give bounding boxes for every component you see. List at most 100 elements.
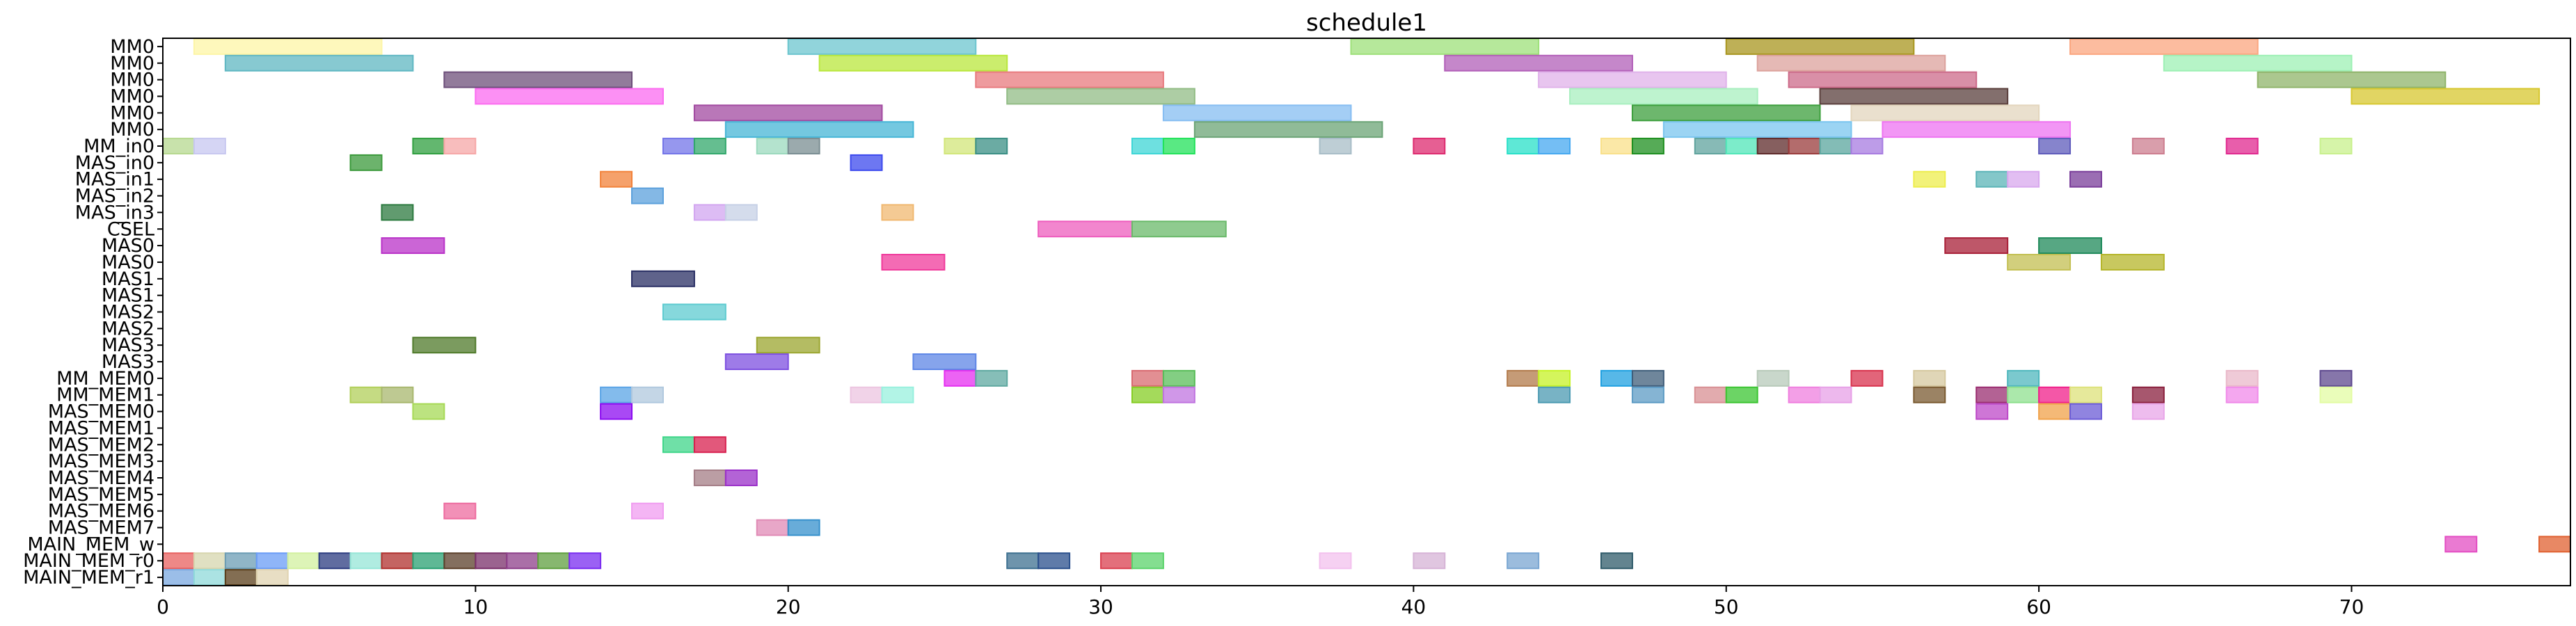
y-tick-label: MAS_in2 bbox=[75, 186, 154, 207]
y-tick-label: MAS_MEM6 bbox=[48, 501, 154, 522]
task-bar bbox=[255, 569, 289, 586]
task-bar bbox=[1600, 138, 1633, 154]
y-tick-label: MAS1 bbox=[102, 268, 154, 290]
x-tick-label: 60 bbox=[2026, 595, 2051, 618]
task-bar bbox=[2038, 403, 2072, 420]
task-bar bbox=[1538, 138, 1571, 154]
chart-title: schedule1 bbox=[1306, 9, 1427, 37]
y-tick-label: MAIN_MEM_w bbox=[27, 533, 154, 555]
y-tick-label: MM0 bbox=[110, 119, 154, 141]
task-bar bbox=[724, 470, 758, 486]
task-bar bbox=[1725, 38, 1915, 55]
task-bar bbox=[2225, 386, 2259, 403]
task-bar bbox=[975, 369, 1008, 387]
y-tick-label: CSEL bbox=[107, 218, 154, 240]
y-tick-label: MAS_in1 bbox=[75, 169, 154, 191]
task-bar bbox=[1819, 88, 2009, 105]
task-bar bbox=[1850, 369, 1884, 387]
task-bar bbox=[443, 138, 477, 154]
task-bar bbox=[2038, 386, 2072, 403]
task-bar bbox=[1319, 552, 1352, 570]
y-tick-label: MAIN_MEM_r1 bbox=[23, 567, 154, 588]
task-bar bbox=[1350, 38, 1540, 55]
task-bar bbox=[2007, 253, 2072, 271]
task-bar bbox=[1819, 386, 1852, 403]
task-bar bbox=[693, 470, 726, 486]
task-bar bbox=[1788, 71, 1978, 88]
y-tick-label: MAS0 bbox=[102, 252, 154, 273]
task-bar bbox=[724, 204, 758, 221]
task-bar bbox=[2007, 170, 2040, 188]
task-bar bbox=[162, 138, 195, 154]
task-bar bbox=[381, 204, 414, 221]
task-bar bbox=[287, 552, 320, 570]
y-tick-label: MAS_in3 bbox=[75, 202, 154, 223]
task-bar bbox=[2351, 88, 2541, 105]
task-bar bbox=[2319, 386, 2353, 403]
task-bar bbox=[412, 403, 445, 420]
y-tick-label: MAS_MEM4 bbox=[48, 467, 154, 489]
task-bar bbox=[2444, 536, 2478, 553]
y-tick-label: MAS_MEM0 bbox=[48, 401, 154, 423]
task-bar bbox=[193, 38, 383, 55]
task-bar bbox=[2007, 369, 2040, 387]
task-bar bbox=[193, 569, 226, 586]
task-bar bbox=[787, 138, 820, 154]
y-axis: MM0MM0MM0MM0MM0MM0MM_in0MAS_in0MAS_in1MA… bbox=[23, 36, 163, 588]
y-tick-label: MAS_MEM7 bbox=[48, 517, 154, 539]
y-tick-label: MAS1 bbox=[102, 285, 154, 307]
task-bar bbox=[443, 502, 477, 520]
task-bar bbox=[1631, 369, 1664, 387]
task-bar bbox=[1975, 386, 2009, 403]
x-tick-label: 30 bbox=[1088, 595, 1113, 618]
task-bar bbox=[412, 552, 445, 570]
task-bar bbox=[2163, 54, 2353, 72]
task-bar bbox=[475, 552, 508, 570]
task-bar bbox=[850, 386, 883, 403]
task-bar bbox=[412, 138, 445, 154]
task-bar bbox=[2069, 38, 2259, 55]
task-bar bbox=[1756, 138, 1790, 154]
task-bar bbox=[381, 386, 414, 403]
task-bar bbox=[756, 138, 789, 154]
task-bar bbox=[1319, 138, 1352, 154]
task-bar bbox=[693, 138, 726, 154]
task-bar bbox=[475, 88, 664, 105]
task-bar bbox=[724, 121, 914, 138]
task-bar bbox=[818, 54, 1008, 72]
task-bar bbox=[600, 170, 633, 188]
task-bar bbox=[1006, 552, 1040, 570]
task-bar bbox=[662, 303, 726, 321]
task-bar bbox=[1131, 369, 1164, 387]
task-bar bbox=[1413, 552, 1446, 570]
task-bar bbox=[756, 519, 789, 536]
task-bar bbox=[1100, 552, 1133, 570]
task-bar bbox=[2131, 386, 2165, 403]
task-bar bbox=[2069, 386, 2102, 403]
task-bar bbox=[1444, 54, 1633, 72]
task-bar bbox=[1162, 386, 1195, 403]
y-tick-label: MAIN_MEM_r0 bbox=[23, 550, 154, 572]
task-bar bbox=[1037, 220, 1133, 238]
task-bar bbox=[1131, 138, 1164, 154]
x-axis: 0 10 20 30 40 50 60 70 bbox=[157, 586, 2364, 618]
task-bar bbox=[631, 386, 664, 403]
y-tick-label: MM0 bbox=[110, 70, 154, 91]
task-bar bbox=[2007, 386, 2040, 403]
task-bar bbox=[1569, 88, 1758, 105]
task-bar bbox=[224, 54, 414, 72]
task-bar bbox=[787, 38, 977, 55]
task-bar bbox=[1631, 386, 1664, 403]
x-tick-label: 70 bbox=[2339, 595, 2364, 618]
task-bar bbox=[162, 552, 195, 570]
task-bar bbox=[1631, 138, 1664, 154]
task-bar bbox=[631, 502, 664, 520]
task-bar bbox=[693, 204, 726, 221]
task-bar bbox=[1506, 138, 1540, 154]
task-bar bbox=[2257, 71, 2447, 88]
task-bar bbox=[506, 552, 539, 570]
task-bar bbox=[787, 519, 820, 536]
task-bar bbox=[349, 386, 383, 403]
task-bar bbox=[1631, 104, 1821, 122]
